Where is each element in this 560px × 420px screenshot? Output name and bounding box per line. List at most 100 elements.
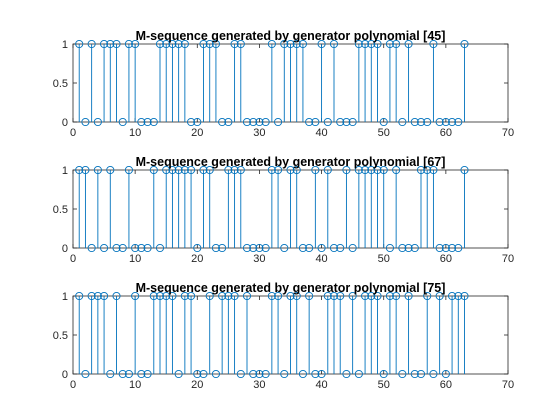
stem-marker <box>280 369 289 379</box>
x-tick-label: 10 <box>129 127 141 139</box>
stem-marker <box>286 165 295 175</box>
stem-marker <box>379 369 388 379</box>
stem-marker <box>354 39 363 49</box>
stem-marker <box>398 117 407 127</box>
stem-marker <box>280 243 289 253</box>
stem-marker <box>448 117 457 127</box>
x-tick-label: 60 <box>440 379 452 391</box>
stem-marker <box>162 291 171 301</box>
stem-marker <box>385 39 394 49</box>
stem-marker <box>354 165 363 175</box>
stem-marker <box>292 291 301 301</box>
stem-marker <box>249 243 258 253</box>
stem-marker <box>205 39 214 49</box>
stem-marker <box>305 291 314 301</box>
stem-marker <box>87 39 96 49</box>
stem-marker <box>342 165 351 175</box>
stem-marker <box>93 291 102 301</box>
stem-marker <box>367 39 376 49</box>
stem-marker <box>410 243 419 253</box>
stem-marker <box>218 117 227 127</box>
axes-1: 0 10 20 30 40 50 60 70 0 0.5 1 M-sequence generated… <box>53 29 514 139</box>
stem-marker <box>261 369 270 379</box>
stem-marker <box>416 165 426 175</box>
stem-marker <box>280 39 289 49</box>
stem-marker <box>323 291 332 301</box>
y-tick-label: 1 <box>62 165 68 177</box>
stem-marker <box>329 243 339 253</box>
stem-marker <box>416 117 426 127</box>
stem-marker <box>155 291 165 301</box>
stem-marker <box>137 243 146 253</box>
stem-marker <box>460 165 469 175</box>
x-tick-label: 70 <box>502 127 514 139</box>
stem-marker <box>230 291 239 301</box>
stem-marker <box>100 291 109 301</box>
stem-marker <box>373 165 382 175</box>
stem-marker <box>317 243 326 253</box>
stem-marker <box>429 369 438 379</box>
stem-marker <box>441 369 450 379</box>
stem-marker <box>124 369 133 379</box>
stem-marker <box>106 165 115 175</box>
stem-marker <box>106 369 115 379</box>
stem-marker <box>131 291 140 301</box>
stem-marker <box>323 117 332 127</box>
stem-marker <box>292 39 301 49</box>
stem-marker <box>460 39 469 49</box>
axes-3: 0 10 20 30 40 50 60 70 0 0.5 1 M-sequence generated… <box>53 281 514 391</box>
stem-marker <box>448 243 457 253</box>
x-tick-label: 20 <box>191 127 203 139</box>
stem-marker <box>118 243 127 253</box>
stem-marker <box>180 39 189 49</box>
stem-marker <box>311 117 320 127</box>
stem-marker <box>454 291 463 301</box>
stem-marker <box>261 117 270 127</box>
stem-marker <box>398 243 407 253</box>
stem-marker <box>162 165 171 175</box>
stem-marker <box>236 39 245 49</box>
stem-marker <box>218 291 227 301</box>
x-tick-label: 50 <box>378 127 390 139</box>
x-tick-label: 20 <box>191 253 203 265</box>
stem-marker <box>149 165 158 175</box>
stem-marker <box>236 165 245 175</box>
stem-marker <box>230 39 239 49</box>
stem-marker <box>211 243 220 253</box>
x-tick-label: 60 <box>440 127 452 139</box>
stem-marker <box>143 243 152 253</box>
stem-marker <box>187 165 196 175</box>
stem-marker <box>174 369 183 379</box>
stem-marker <box>448 291 457 301</box>
stem-marker <box>336 117 345 127</box>
stem-marker <box>81 369 90 379</box>
stem-marker <box>423 165 432 175</box>
x-tick-label: 0 <box>70 253 76 265</box>
stem-marker <box>118 369 127 379</box>
stem-marker <box>230 165 239 175</box>
chart-title: M-sequence generated by generator polyno… <box>136 155 446 169</box>
stem-marker <box>286 39 295 49</box>
stem-marker <box>385 243 394 253</box>
stem-marker <box>274 117 283 127</box>
stem-marker <box>242 291 252 301</box>
stem-marker <box>255 243 264 253</box>
stem-marker <box>211 369 220 379</box>
stem-marker <box>298 39 307 49</box>
x-tick-label: 30 <box>253 127 265 139</box>
stem-marker <box>385 291 394 301</box>
stem-marker <box>404 243 413 253</box>
stem-marker <box>75 291 84 301</box>
stem-marker <box>267 291 276 301</box>
stem-marker <box>460 291 469 301</box>
stem-marker <box>361 291 370 301</box>
stem-marker <box>298 243 307 253</box>
stem-marker <box>261 243 270 253</box>
stem-marker <box>329 39 339 49</box>
stem-marker <box>174 39 183 49</box>
x-tick-label: 40 <box>315 253 327 265</box>
x-tick-label: 0 <box>70 127 76 139</box>
y-tick-label: 0 <box>62 243 68 255</box>
stem-marker <box>106 39 115 49</box>
